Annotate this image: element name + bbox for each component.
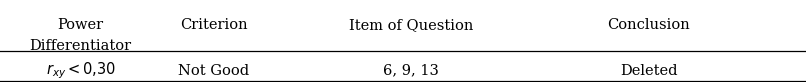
Text: 6, 9, 13: 6, 9, 13: [383, 64, 439, 77]
Text: Differentiator: Differentiator: [30, 39, 131, 53]
Text: Item of Question: Item of Question: [349, 18, 473, 32]
Text: Criterion: Criterion: [180, 18, 247, 32]
Text: Not Good: Not Good: [178, 64, 249, 77]
Text: Power: Power: [57, 18, 104, 32]
Text: $r_{xy} < 0{,}30$: $r_{xy} < 0{,}30$: [45, 60, 116, 81]
Text: Conclusion: Conclusion: [608, 18, 690, 32]
Text: Deleted: Deleted: [620, 64, 678, 77]
